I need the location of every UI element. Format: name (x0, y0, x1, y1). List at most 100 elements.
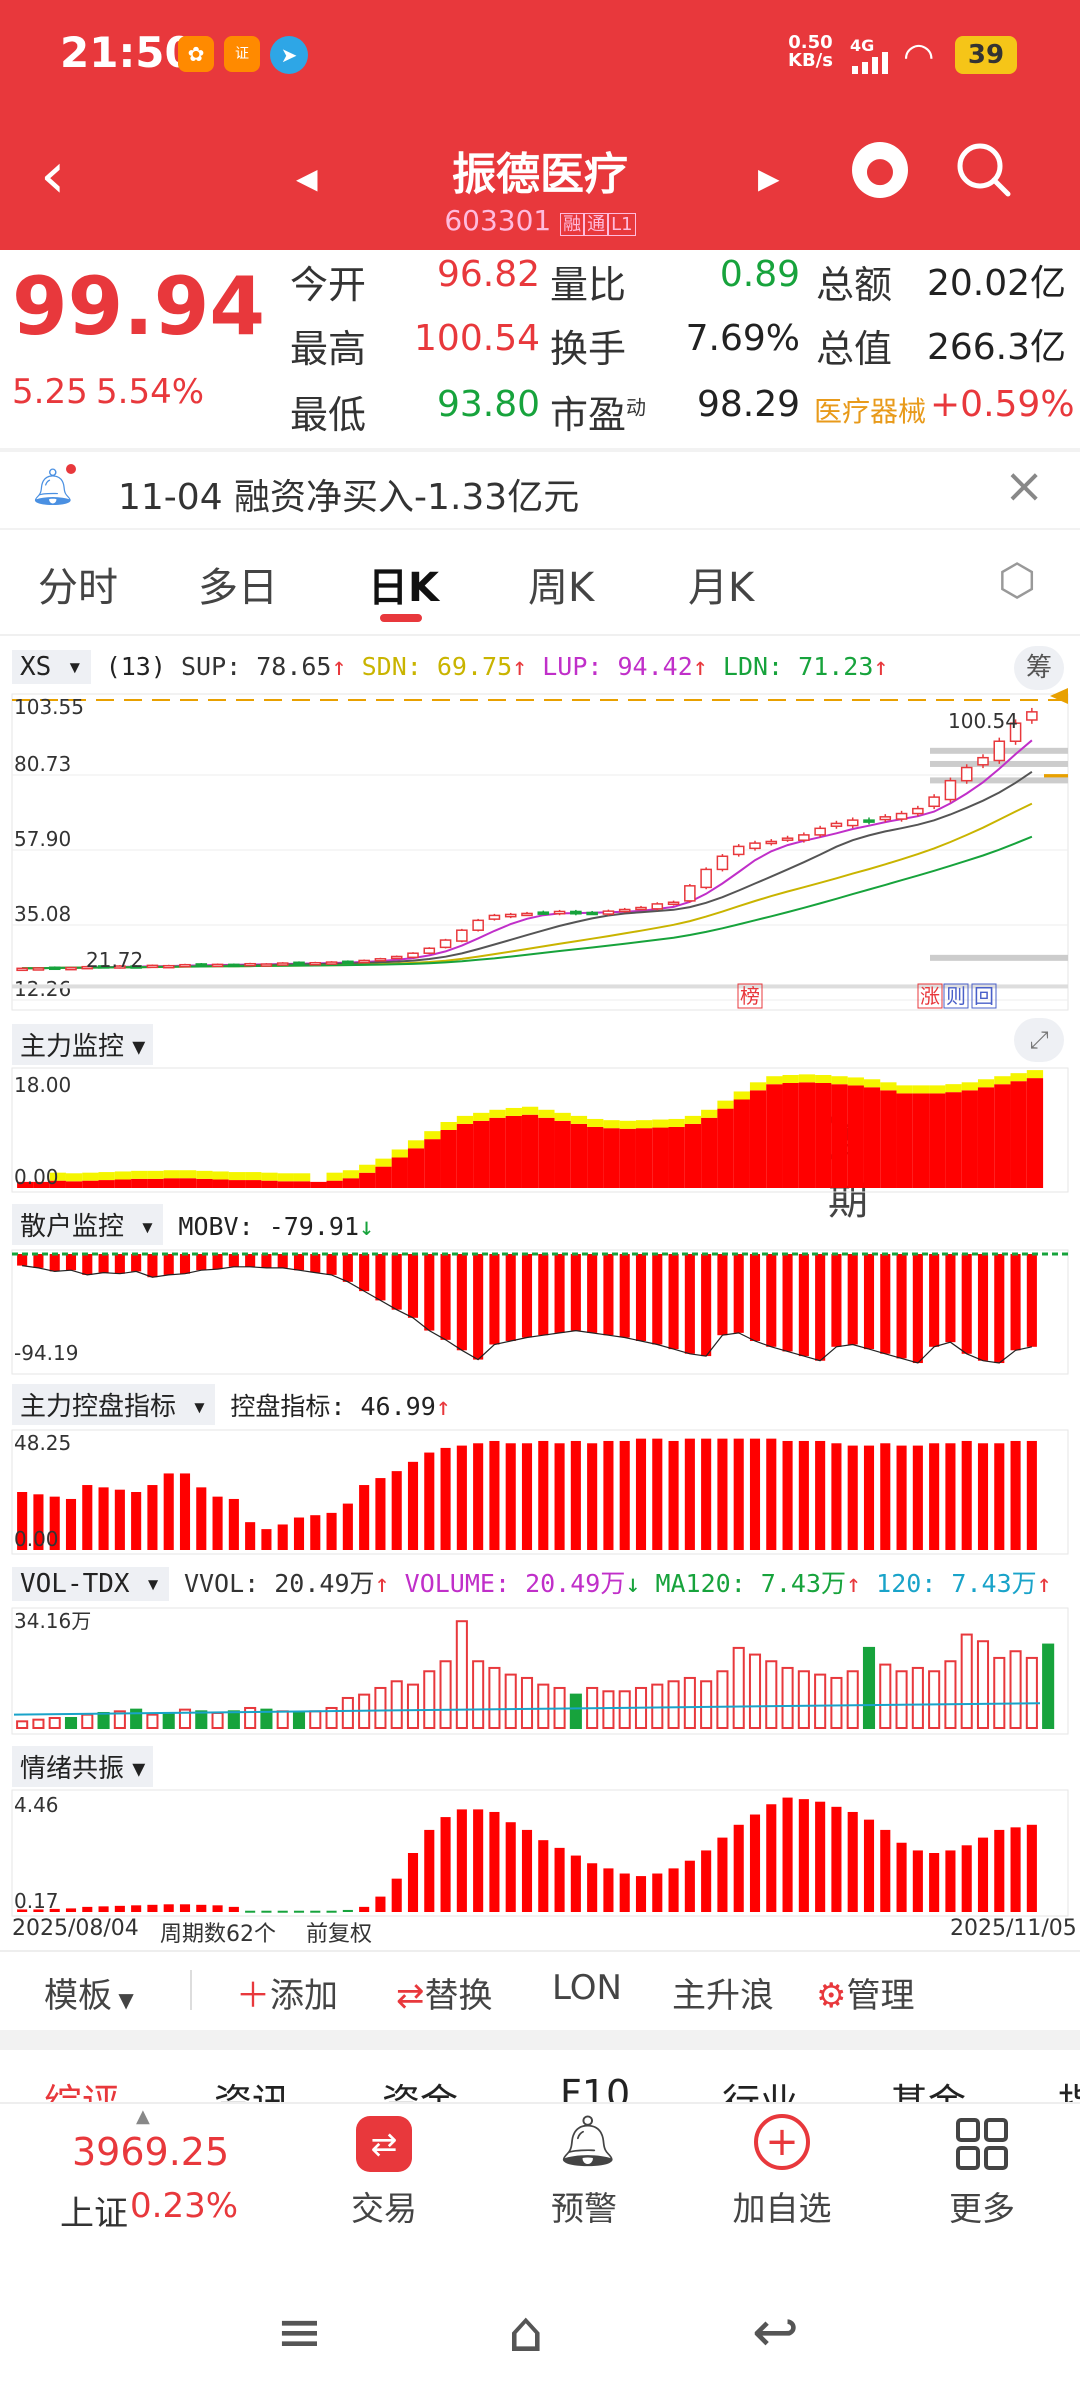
last-price: 99.94 (12, 260, 266, 353)
open-label: 今开 (290, 263, 367, 307)
mktcap-label: 总值 (816, 327, 893, 371)
tab-overview[interactable]: 综评 (44, 2072, 120, 2102)
clock: 21:50 (60, 28, 194, 77)
vol-ratio-label: 量比 (550, 263, 627, 307)
volume-bar (211, 1711, 224, 1730)
candle (244, 962, 256, 967)
volume-bar (651, 1683, 664, 1730)
expand-icon[interactable]: ⤢ (1014, 1018, 1064, 1062)
close-icon[interactable]: × (1004, 458, 1045, 514)
emo-header: 情绪共振 ▾ (12, 1746, 154, 1787)
lon-button[interactable]: LON (552, 1968, 622, 2008)
sh-bar (961, 1254, 972, 1354)
manage-button[interactable]: ⚙管理 (816, 1976, 915, 2016)
candle (65, 966, 77, 971)
indicator-select[interactable]: XS ▾ (12, 650, 91, 684)
divider (0, 634, 1080, 636)
candle (195, 963, 208, 967)
kpzb-bar (342, 1503, 353, 1550)
search-icon[interactable] (956, 142, 1012, 198)
panel-frame (11, 1249, 1069, 1375)
main-wave-button[interactable]: 主升浪 (672, 1976, 774, 2016)
zlk-chart: 18.00 0.00 (11, 1067, 1069, 1193)
kpzb-indicator-select[interactable]: 主力控盘指标 ▾ (12, 1384, 216, 1425)
vol-indicator-select[interactable]: VOL-TDX ▾ (12, 1567, 169, 1601)
tab-f10[interactable]: F10 (560, 2072, 631, 2102)
zlk-bar (652, 1127, 669, 1188)
tab-multi-day[interactable]: 多日 (198, 565, 278, 611)
sh-bar (65, 1254, 77, 1271)
sh-bar (603, 1254, 614, 1336)
zlk-indicator-select[interactable]: 主力监控 ▾ (12, 1024, 154, 1065)
kpzb-bar (440, 1447, 451, 1550)
zlk-cap (407, 1140, 425, 1149)
tab-monthly-k[interactable]: 月K (688, 565, 755, 611)
kpzb-bar (603, 1440, 614, 1550)
tab-news[interactable]: 资讯 (214, 2072, 290, 2102)
tab-daily-k[interactable]: 日K (368, 565, 439, 611)
emotion-bar (733, 1824, 744, 1912)
tab-industry[interactable]: 行业 (722, 2072, 798, 2102)
stock-header: ‹ ◀ 振德医疗 603301 融通 L1 ▶ ● (0, 112, 1080, 250)
template-button[interactable]: 模板 ▼ (44, 1976, 134, 2016)
app-notify-icon: ✿ (178, 36, 214, 72)
sh-bar (391, 1254, 402, 1310)
emotion-bar (147, 1904, 158, 1912)
divider (0, 2030, 1080, 2050)
kpzb-bar (619, 1440, 630, 1550)
tab-more[interactable]: 指 (1058, 2072, 1080, 2102)
industry-change: +0.59% (930, 384, 1075, 425)
sh-bar (17, 1254, 28, 1266)
volume-bar (618, 1690, 631, 1729)
sh-bar (489, 1254, 500, 1345)
prev-stock-icon[interactable]: ◀ (296, 162, 318, 195)
emotion-bar (473, 1809, 484, 1912)
back-nav-icon[interactable]: ↩ (752, 2300, 799, 2365)
tab-fund[interactable]: 基金 (890, 2072, 966, 2102)
candle (618, 908, 631, 913)
replace-button[interactable]: ⇄替换 (396, 1976, 493, 2016)
stock-name: 振德医疗 (452, 149, 628, 200)
emotion-bar (293, 1910, 305, 1913)
candle (928, 796, 940, 808)
next-stock-icon[interactable]: ▶ (758, 162, 780, 195)
zlk-bar (440, 1130, 457, 1188)
candlestick-chart[interactable]: 103.55 80.73 57.90 35.08 12.26 100.54 21.72 榜 涨则… (0, 688, 1080, 1014)
chip-distribution-button[interactable]: 筹 (1014, 646, 1064, 690)
mascot-icon[interactable]: ● (852, 142, 908, 198)
volume-bar (537, 1683, 550, 1730)
telegram-icon: ➤ (270, 36, 308, 74)
zlk-bar (912, 1093, 930, 1188)
back-icon[interactable]: ‹ (40, 139, 66, 213)
tab-funds[interactable]: 资金 (382, 2072, 458, 2102)
period-count: 周期数62个 (160, 1922, 276, 1947)
emotion-bar (570, 1855, 581, 1912)
volume-bar (32, 1718, 45, 1729)
adjust-mode[interactable]: 前复权 (306, 1922, 373, 1947)
industry-name[interactable]: 医疗器械 (814, 395, 927, 428)
zlk-cap (733, 1091, 750, 1100)
kpzb-bar (668, 1440, 679, 1550)
more-nav-label[interactable]: 更多 (949, 2189, 1015, 2228)
emo-indicator-select[interactable]: 情绪共振 ▾ (12, 1746, 154, 1787)
index-value[interactable]: 3969.25 (72, 2130, 230, 2174)
add-indicator-button[interactable]: ＋添加 (236, 1976, 338, 2016)
sh-indicator-select[interactable]: 散户监控 ▾ (12, 1204, 164, 1245)
notice-bar[interactable]: 🔔︎ 11-04 融资净买入-1.33亿元 × (0, 452, 1080, 528)
sh-bar (261, 1254, 272, 1268)
settings-icon[interactable]: ⬡ (998, 555, 1037, 606)
zlk-bar (603, 1128, 620, 1188)
tab-intraday[interactable]: 分时 (38, 565, 118, 611)
add-fav-nav-label[interactable]: 加自选 (732, 2189, 832, 2228)
sh-bar (326, 1254, 337, 1275)
tab-weekly-k[interactable]: 周K (528, 565, 595, 611)
candle (146, 964, 159, 969)
zlk-cap (929, 1085, 946, 1094)
kpzb-bar (945, 1443, 956, 1550)
home-icon[interactable]: ⌂ (508, 2300, 544, 2365)
trade-nav-label[interactable]: 交易 (351, 2189, 417, 2228)
alert-nav-label[interactable]: 预警 (551, 2189, 617, 2228)
candle (179, 963, 191, 968)
signal-icon (850, 52, 894, 74)
menu-icon[interactable]: ≡ (276, 2300, 323, 2365)
